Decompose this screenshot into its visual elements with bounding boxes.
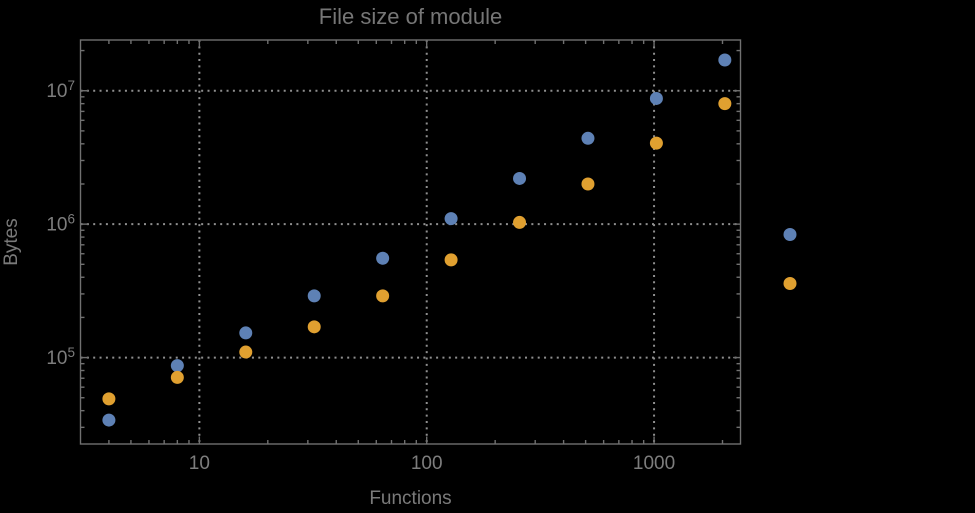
data-point-blue-x256 xyxy=(513,171,527,185)
data-point-orange-x8 xyxy=(170,370,184,384)
y-tick-label-10e6: 106 xyxy=(46,212,75,236)
x-tick-label-10: 10 xyxy=(189,453,210,474)
y-tick-label-10e5: 105 xyxy=(46,345,75,369)
data-point-blue-x4 xyxy=(102,413,116,427)
data-point-blue-x512 xyxy=(581,131,595,145)
plot-frame xyxy=(79,39,742,445)
data-point-orange-x128 xyxy=(444,253,458,267)
data-point-orange-x2048 xyxy=(718,97,732,111)
y-tick-label-10e7: 107 xyxy=(46,78,75,102)
chart-title: File size of module xyxy=(318,4,503,29)
data-point-orange-x16 xyxy=(239,345,253,359)
x-tick-label-1000: 1000 xyxy=(633,453,675,474)
data-point-blue-x128 xyxy=(444,212,458,226)
data-point-orange-x1024 xyxy=(649,136,663,150)
data-point-blue-x64 xyxy=(376,251,390,265)
x-tick-label-100: 100 xyxy=(411,453,443,474)
data-point-blue-x2048 xyxy=(718,53,732,67)
data-point-blue-x8 xyxy=(170,359,184,373)
legend-marker-orange xyxy=(783,277,797,290)
data-point-blue-x1024 xyxy=(649,91,663,105)
data-point-orange-x512 xyxy=(581,177,595,191)
data-point-orange-x32 xyxy=(307,320,321,334)
data-point-orange-x256 xyxy=(513,215,527,229)
y-axis-label: Bytes xyxy=(1,218,22,266)
data-point-orange-x64 xyxy=(376,289,390,303)
legend-marker-blue xyxy=(783,228,797,241)
data-point-orange-x4 xyxy=(102,392,116,406)
data-point-blue-x16 xyxy=(239,326,253,340)
data-point-blue-x32 xyxy=(307,289,321,303)
x-axis-label: Functions xyxy=(369,488,452,509)
